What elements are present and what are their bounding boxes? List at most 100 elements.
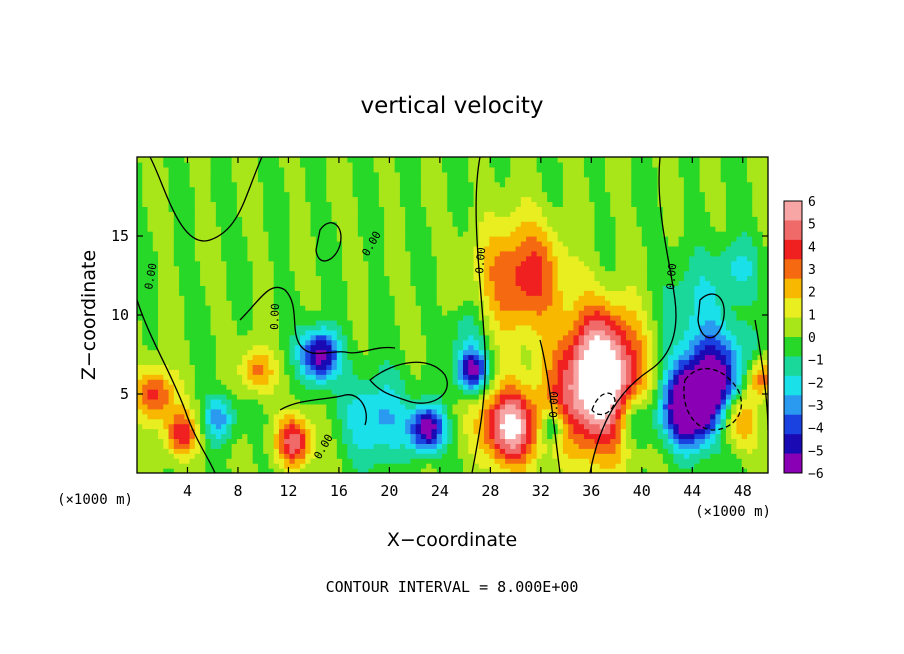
heatmap-cell — [173, 423, 180, 430]
heatmap-cell — [410, 433, 417, 440]
heatmap-cell — [389, 240, 396, 247]
heatmap-cell — [263, 458, 270, 464]
heatmap-cell — [189, 250, 196, 257]
heatmap-cell — [252, 226, 259, 232]
heatmap-cell — [436, 403, 443, 410]
heatmap-cell — [137, 255, 143, 262]
heatmap-cell — [394, 324, 401, 331]
heatmap-cell — [294, 280, 301, 286]
heatmap-cell — [342, 295, 348, 301]
heatmap-cell — [137, 280, 143, 286]
heatmap-cell — [310, 324, 317, 331]
heatmap-cell — [389, 171, 396, 178]
heatmap-cell — [452, 211, 459, 217]
heatmap-cell — [431, 270, 438, 277]
heatmap-cell — [378, 458, 385, 464]
heatmap-cell — [526, 364, 532, 370]
heatmap-cell — [494, 275, 501, 282]
heatmap-cell — [163, 181, 170, 188]
heatmap-cell — [431, 443, 438, 449]
heatmap-cell — [389, 394, 396, 400]
heatmap-cell — [278, 374, 285, 380]
heatmap-cell — [278, 295, 285, 301]
heatmap-cell — [137, 354, 143, 361]
heatmap-cell — [168, 201, 175, 207]
heatmap-cell — [484, 250, 490, 257]
heatmap-cell — [357, 221, 364, 227]
heatmap-cell — [368, 236, 375, 242]
heatmap-cell — [510, 201, 517, 207]
heatmap-cell — [347, 384, 354, 390]
heatmap-cell — [441, 176, 448, 183]
heatmap-cell — [268, 453, 275, 459]
heatmap-cell — [158, 255, 164, 262]
heatmap-cell — [384, 310, 390, 316]
heatmap-cell — [179, 216, 185, 222]
heatmap-cell — [147, 403, 154, 410]
heatmap-cell — [305, 245, 312, 252]
heatmap-cell — [189, 265, 196, 272]
heatmap-cell — [273, 295, 280, 301]
heatmap-cell — [284, 295, 291, 301]
heatmap-cell — [289, 394, 296, 400]
heatmap-cell — [268, 463, 275, 469]
heatmap-cell — [278, 280, 285, 286]
heatmap-cell — [489, 260, 496, 267]
heatmap-cell — [415, 285, 422, 291]
heatmap-cell — [189, 468, 196, 473]
heatmap-cell — [142, 354, 149, 361]
heatmap-cell — [331, 359, 338, 365]
heatmap-cell — [347, 398, 354, 405]
heatmap-cell — [215, 433, 222, 440]
heatmap-cell — [215, 339, 222, 346]
heatmap-cell — [331, 240, 338, 247]
heatmap-cell — [231, 443, 238, 449]
heatmap-cell — [179, 319, 185, 326]
heatmap-cell — [526, 161, 532, 168]
heatmap-cell — [342, 211, 348, 217]
heatmap-cell — [278, 403, 285, 410]
heatmap-cell — [289, 418, 296, 425]
heatmap-cell — [352, 176, 359, 183]
heatmap-cell — [447, 458, 454, 464]
heatmap-cell — [489, 359, 496, 365]
heatmap-cell — [284, 315, 291, 321]
heatmap-cell — [415, 280, 422, 286]
heatmap-cell — [163, 176, 170, 183]
heatmap-cell — [179, 394, 185, 400]
heatmap-cell — [378, 275, 385, 282]
heatmap-cell — [278, 231, 285, 237]
heatmap-cell — [189, 290, 196, 296]
heatmap-cell — [231, 438, 238, 444]
heatmap-cell — [294, 310, 301, 316]
heatmap-cell — [252, 206, 259, 212]
heatmap-cell — [268, 364, 275, 370]
heatmap-cell — [289, 398, 296, 405]
heatmap-cell — [179, 369, 185, 375]
heatmap-cell — [226, 196, 233, 203]
heatmap-cell — [384, 369, 390, 375]
heatmap-cell — [231, 423, 238, 430]
heatmap-cell — [273, 315, 280, 321]
heatmap-cell — [215, 240, 222, 247]
heatmap-cell — [257, 216, 264, 222]
heatmap-cell — [226, 260, 233, 267]
heatmap-cell — [526, 329, 532, 336]
heatmap-cell — [231, 226, 238, 232]
heatmap-cell — [363, 379, 369, 385]
heatmap-cell — [294, 300, 301, 306]
heatmap-cell — [394, 329, 401, 336]
heatmap-cell — [515, 379, 522, 385]
heatmap-cell — [289, 161, 296, 168]
heatmap-cell — [221, 285, 227, 291]
heatmap-cell — [484, 231, 490, 237]
heatmap-cell — [363, 374, 369, 380]
heatmap-cell — [242, 403, 249, 410]
heatmap-cell — [173, 157, 180, 163]
heatmap-cell — [321, 344, 327, 351]
heatmap-cell — [468, 354, 475, 361]
heatmap-cell — [294, 231, 301, 237]
heatmap-cell — [405, 290, 412, 296]
heatmap-cell — [278, 166, 285, 173]
